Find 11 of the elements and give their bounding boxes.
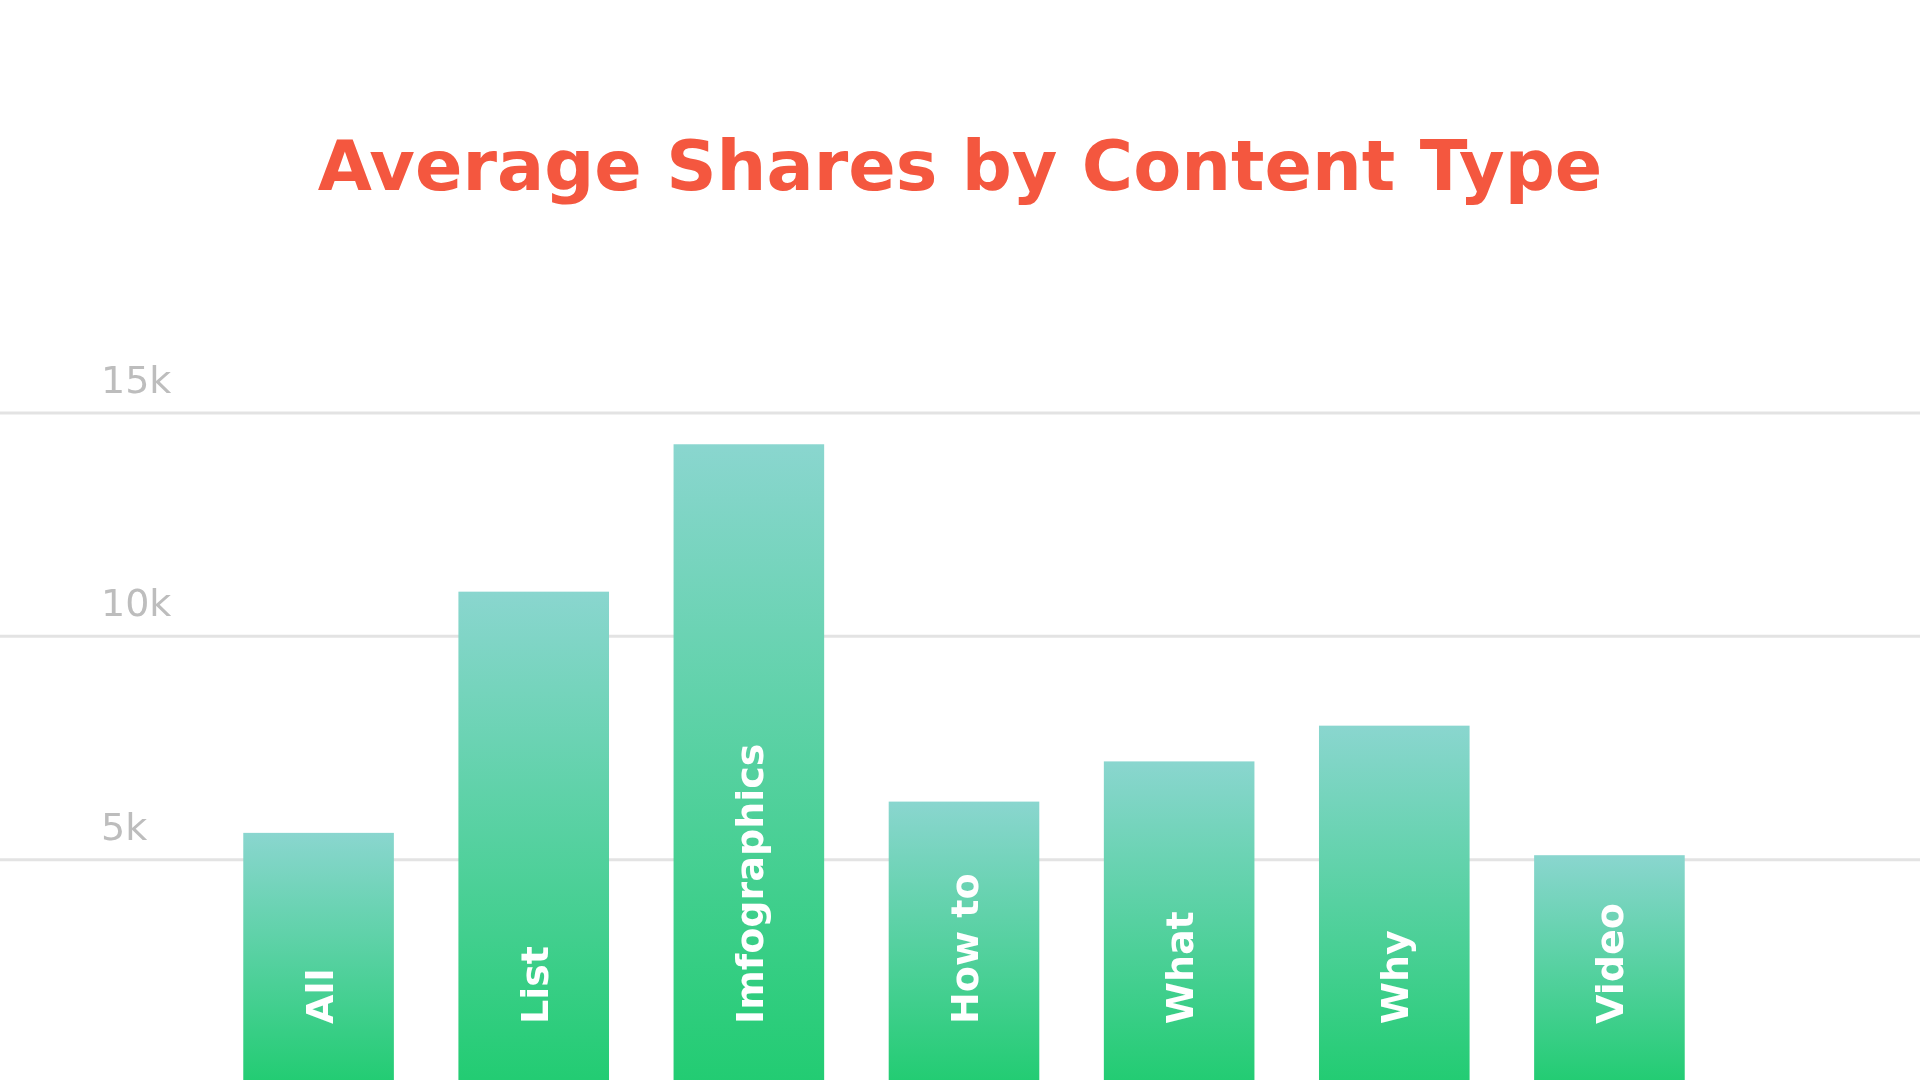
x-tick-label: List xyxy=(512,945,557,1024)
x-tick-label: Video xyxy=(1588,903,1633,1024)
x-tick-label: Imfographics xyxy=(727,743,772,1024)
y-tick-label: 10k xyxy=(101,581,172,626)
x-tick-label: Why xyxy=(1373,930,1418,1024)
y-tick-label: 5k xyxy=(101,804,148,849)
y-tick-label: 15k xyxy=(101,358,172,402)
x-tick-label: How to xyxy=(943,873,987,1024)
chart-title: Average Shares by Content Type xyxy=(317,125,1603,207)
x-tick-label: All xyxy=(297,968,342,1024)
x-tick-label: What xyxy=(1158,911,1203,1024)
